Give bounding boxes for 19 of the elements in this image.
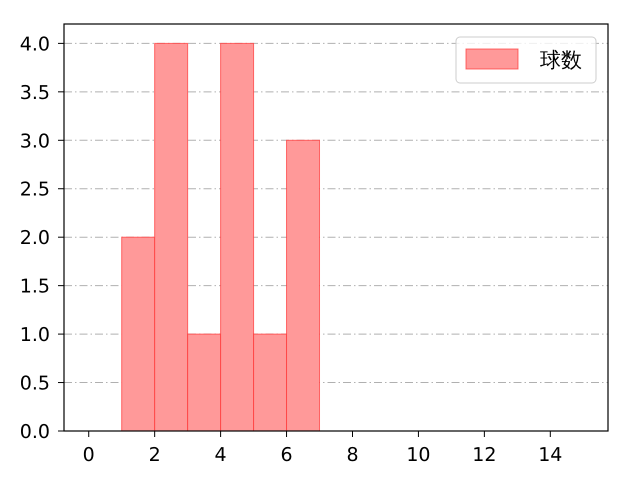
y-tick-label: 4.0 <box>20 33 50 56</box>
x-tick-label: 10 <box>406 444 431 466</box>
x-tick-label: 4 <box>214 444 227 466</box>
y-tick-label: 2.0 <box>20 227 50 250</box>
x-tick-label: 8 <box>346 444 359 466</box>
y-tick-label: 2.5 <box>20 178 50 201</box>
y-tick-label: 1.5 <box>20 276 50 298</box>
x-tick-label: 0 <box>82 444 95 466</box>
y-tick-label: 3.5 <box>20 82 50 104</box>
legend: 球数 <box>456 36 596 84</box>
y-tick-label: 0.5 <box>20 372 50 395</box>
legend-label: 球数 <box>540 48 582 72</box>
y-tick-label: 1.0 <box>20 324 50 346</box>
x-tick-label: 12 <box>472 444 496 466</box>
y-tick-label: 3.0 <box>20 130 50 152</box>
y-tick-label: 0.0 <box>20 421 50 443</box>
x-tick-label: 2 <box>148 444 161 466</box>
x-tick-label: 6 <box>280 444 293 466</box>
x-tick-label: 14 <box>538 444 562 466</box>
